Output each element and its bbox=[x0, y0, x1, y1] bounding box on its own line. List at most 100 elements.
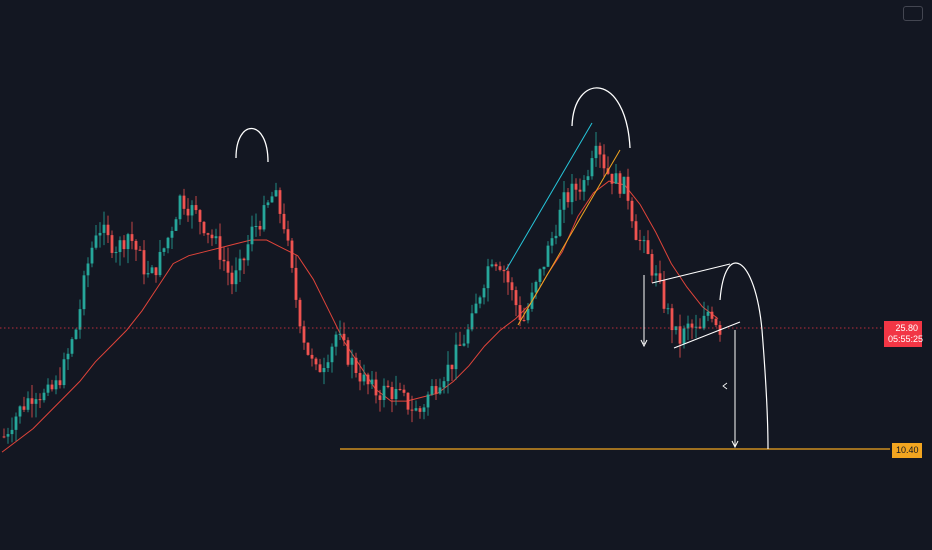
candle-body bbox=[158, 251, 162, 276]
candle-body bbox=[42, 392, 46, 401]
candle-body bbox=[642, 240, 646, 242]
candle-body bbox=[334, 334, 338, 347]
candle-body bbox=[454, 344, 458, 370]
candle-body bbox=[322, 368, 326, 373]
candle-body bbox=[466, 329, 470, 344]
candle-body bbox=[558, 209, 562, 236]
candle-body bbox=[434, 386, 438, 394]
candle-body bbox=[46, 384, 50, 393]
candle-body bbox=[554, 235, 558, 239]
candle-body bbox=[218, 236, 222, 260]
candle-body bbox=[62, 359, 66, 386]
candle-body bbox=[246, 244, 250, 261]
candle-body bbox=[346, 340, 350, 365]
candle-body bbox=[418, 408, 422, 412]
candle-body bbox=[226, 261, 230, 273]
candle-body bbox=[574, 183, 578, 190]
candle-body bbox=[618, 173, 622, 194]
candle-body bbox=[702, 315, 706, 329]
candle-body bbox=[526, 308, 530, 321]
candle-body bbox=[486, 266, 490, 289]
candle-body bbox=[134, 240, 138, 250]
candle-body bbox=[50, 384, 54, 390]
candle-body bbox=[34, 399, 38, 404]
current-price-value: 25.80 bbox=[895, 323, 918, 333]
candle-body bbox=[638, 239, 642, 241]
candle-body bbox=[74, 329, 78, 340]
candle-body bbox=[86, 263, 90, 276]
candle-body bbox=[230, 272, 234, 285]
candle-body bbox=[626, 176, 630, 201]
candle-body bbox=[102, 224, 106, 233]
candle-body bbox=[498, 266, 502, 270]
candle-body bbox=[502, 269, 506, 272]
candle-body bbox=[458, 344, 462, 346]
candle-body bbox=[534, 281, 538, 293]
candle-body bbox=[234, 270, 238, 285]
candle-body bbox=[658, 273, 662, 281]
candle-body bbox=[570, 183, 574, 203]
candle-body bbox=[10, 429, 14, 435]
trendline-teal bbox=[505, 122, 593, 271]
trendline-orange bbox=[517, 149, 621, 326]
candle-body bbox=[522, 319, 526, 321]
candle-body bbox=[118, 240, 122, 253]
candle-body bbox=[174, 219, 178, 231]
candle-body bbox=[402, 389, 406, 393]
candle-body bbox=[514, 290, 518, 306]
candle-body bbox=[6, 434, 10, 437]
candle-body bbox=[686, 323, 690, 329]
candle-body bbox=[222, 259, 226, 262]
projection-curve bbox=[719, 262, 769, 450]
candle-body bbox=[378, 395, 382, 400]
candle-body bbox=[370, 379, 374, 385]
candle-body bbox=[274, 190, 278, 197]
candle-body bbox=[362, 374, 366, 382]
candle-body bbox=[306, 342, 310, 355]
candle-body bbox=[598, 145, 602, 155]
candle-body bbox=[126, 234, 130, 250]
candle-body bbox=[614, 173, 618, 184]
candle-body bbox=[310, 354, 314, 359]
candle-body bbox=[58, 380, 62, 386]
candle-body bbox=[338, 333, 342, 335]
candle-body bbox=[442, 381, 446, 388]
candle-body bbox=[410, 409, 414, 411]
candle-body bbox=[478, 297, 482, 304]
candle-body bbox=[358, 372, 362, 382]
candle-body bbox=[282, 213, 286, 230]
support-price-label: 10.40 bbox=[892, 443, 922, 458]
candle-body bbox=[350, 357, 354, 365]
candle-body bbox=[382, 385, 386, 400]
candle-body bbox=[682, 328, 686, 344]
candle-body bbox=[694, 326, 698, 328]
candle-body bbox=[494, 264, 498, 267]
candle-body bbox=[482, 288, 486, 298]
candle-body bbox=[506, 271, 510, 283]
candle-body bbox=[22, 406, 26, 410]
candle-body bbox=[462, 343, 466, 346]
candle-body bbox=[714, 318, 718, 326]
candle-body bbox=[422, 407, 426, 412]
candle-body bbox=[398, 388, 402, 390]
moving-average-line bbox=[1, 180, 719, 453]
candle-body bbox=[266, 202, 270, 206]
arrow-down-left-head bbox=[640, 339, 648, 348]
candle-body bbox=[146, 273, 150, 275]
chart-settings-button[interactable] bbox=[903, 6, 923, 21]
candle-body bbox=[646, 240, 650, 255]
candle-body bbox=[242, 258, 246, 261]
candle-body bbox=[610, 173, 614, 184]
moving-average-layer bbox=[1, 180, 719, 453]
candle-body bbox=[2, 436, 6, 438]
candle-body bbox=[374, 379, 378, 396]
candle-body bbox=[166, 237, 170, 249]
candle-body bbox=[170, 230, 174, 238]
candle-body bbox=[30, 398, 34, 404]
candle-body bbox=[594, 145, 598, 159]
candle-body bbox=[470, 313, 474, 330]
candle-body bbox=[70, 339, 74, 354]
candle-body bbox=[210, 234, 214, 239]
small-chevron bbox=[722, 382, 728, 390]
